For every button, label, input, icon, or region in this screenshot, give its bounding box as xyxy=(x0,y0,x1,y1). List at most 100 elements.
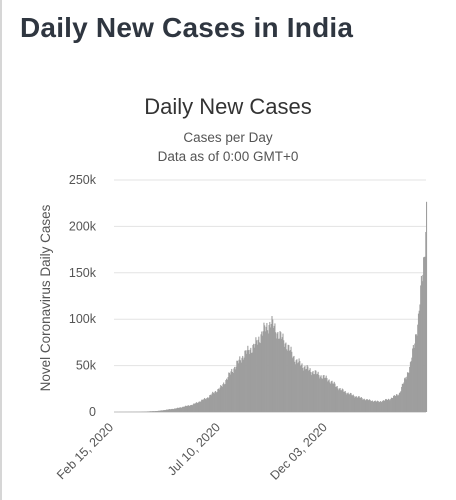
daily-bar xyxy=(273,325,275,412)
daily-bar xyxy=(414,343,416,412)
daily-bar xyxy=(223,384,225,412)
daily-bar xyxy=(342,389,344,412)
daily-bar xyxy=(190,404,192,412)
daily-bar xyxy=(313,374,316,412)
daily-bar xyxy=(189,405,191,412)
daily-bar xyxy=(380,401,382,412)
daily-bar xyxy=(269,321,271,412)
daily-bar xyxy=(336,386,338,412)
daily-bar xyxy=(283,340,285,412)
daily-bar xyxy=(159,410,161,412)
daily-bar xyxy=(242,355,244,412)
daily-bar xyxy=(256,340,258,412)
daily-bar xyxy=(220,385,222,412)
daily-bar xyxy=(410,361,412,412)
daily-bar xyxy=(233,368,235,412)
daily-bar xyxy=(148,411,150,412)
daily-bar xyxy=(333,381,335,412)
daily-bar xyxy=(416,335,418,412)
daily-bar xyxy=(237,363,239,412)
daily-bar xyxy=(393,395,395,412)
daily-bar xyxy=(149,411,151,412)
daily-bar xyxy=(293,355,295,412)
daily-bar xyxy=(361,398,363,412)
daily-bar xyxy=(289,350,291,412)
daily-bar xyxy=(323,374,325,412)
daily-bar xyxy=(354,396,357,412)
daily-bar xyxy=(225,380,227,412)
daily-bar xyxy=(219,387,221,412)
daily-bar xyxy=(368,400,370,412)
daily-bar xyxy=(206,398,208,412)
daily-bar xyxy=(396,394,398,412)
daily-bar xyxy=(270,324,272,412)
daily-bar xyxy=(162,410,164,412)
daily-bar xyxy=(340,390,342,412)
daily-bar xyxy=(201,399,203,412)
bar-series xyxy=(115,201,428,412)
daily-bar xyxy=(223,382,225,412)
daily-bar xyxy=(275,332,277,412)
daily-bar xyxy=(409,366,411,412)
daily-bar xyxy=(257,339,259,412)
daily-bar xyxy=(155,411,157,412)
daily-bar xyxy=(250,347,252,412)
daily-bar xyxy=(212,391,214,412)
daily-bar xyxy=(195,402,197,412)
daily-bar xyxy=(415,334,417,412)
daily-bar xyxy=(382,401,384,412)
daily-bar xyxy=(215,390,217,412)
daily-bar xyxy=(209,394,212,412)
daily-bar xyxy=(169,409,171,412)
daily-bar xyxy=(201,399,203,412)
daily-bar xyxy=(347,392,349,412)
y-tick-label: 0 xyxy=(89,405,96,419)
daily-bar xyxy=(226,379,228,412)
daily-bar xyxy=(210,395,212,412)
daily-bar xyxy=(209,395,211,412)
daily-bar xyxy=(256,344,258,412)
daily-bar xyxy=(324,378,326,412)
daily-bar xyxy=(264,325,266,412)
daily-bar xyxy=(309,368,311,412)
daily-bar xyxy=(239,356,241,412)
daily-bar xyxy=(174,408,176,412)
daily-bar xyxy=(259,343,261,412)
daily-bar xyxy=(267,330,269,412)
daily-bar xyxy=(152,411,154,412)
daily-bar xyxy=(398,393,400,412)
daily-bar xyxy=(389,400,391,412)
daily-bar xyxy=(244,350,246,412)
daily-bar xyxy=(283,346,285,412)
daily-bar xyxy=(214,391,216,412)
daily-bar xyxy=(302,367,304,412)
daily-bar xyxy=(412,345,414,412)
x-tick-label: Jul 10, 2020 xyxy=(165,420,223,478)
daily-bar xyxy=(417,324,419,412)
daily-bar xyxy=(248,350,250,412)
daily-bar xyxy=(205,399,207,412)
daily-bar xyxy=(376,401,378,412)
daily-bar xyxy=(165,409,167,412)
daily-bar xyxy=(182,406,184,412)
daily-bar xyxy=(270,327,272,412)
daily-bar xyxy=(395,394,398,412)
daily-bar xyxy=(297,362,299,412)
daily-bar xyxy=(254,343,256,412)
daily-bar xyxy=(170,409,172,412)
daily-bar xyxy=(346,393,348,412)
daily-bar xyxy=(379,401,381,412)
daily-bar xyxy=(302,370,305,412)
daily-bar xyxy=(328,379,330,412)
daily-bar xyxy=(357,397,359,412)
daily-bar xyxy=(356,397,358,412)
daily-bar xyxy=(151,411,153,412)
daily-bar xyxy=(149,411,151,412)
daily-bar xyxy=(402,384,404,412)
daily-bar xyxy=(268,325,270,412)
daily-bar xyxy=(168,409,170,412)
daily-bar xyxy=(348,394,350,412)
daily-bar xyxy=(308,369,310,412)
daily-bar xyxy=(230,371,232,412)
